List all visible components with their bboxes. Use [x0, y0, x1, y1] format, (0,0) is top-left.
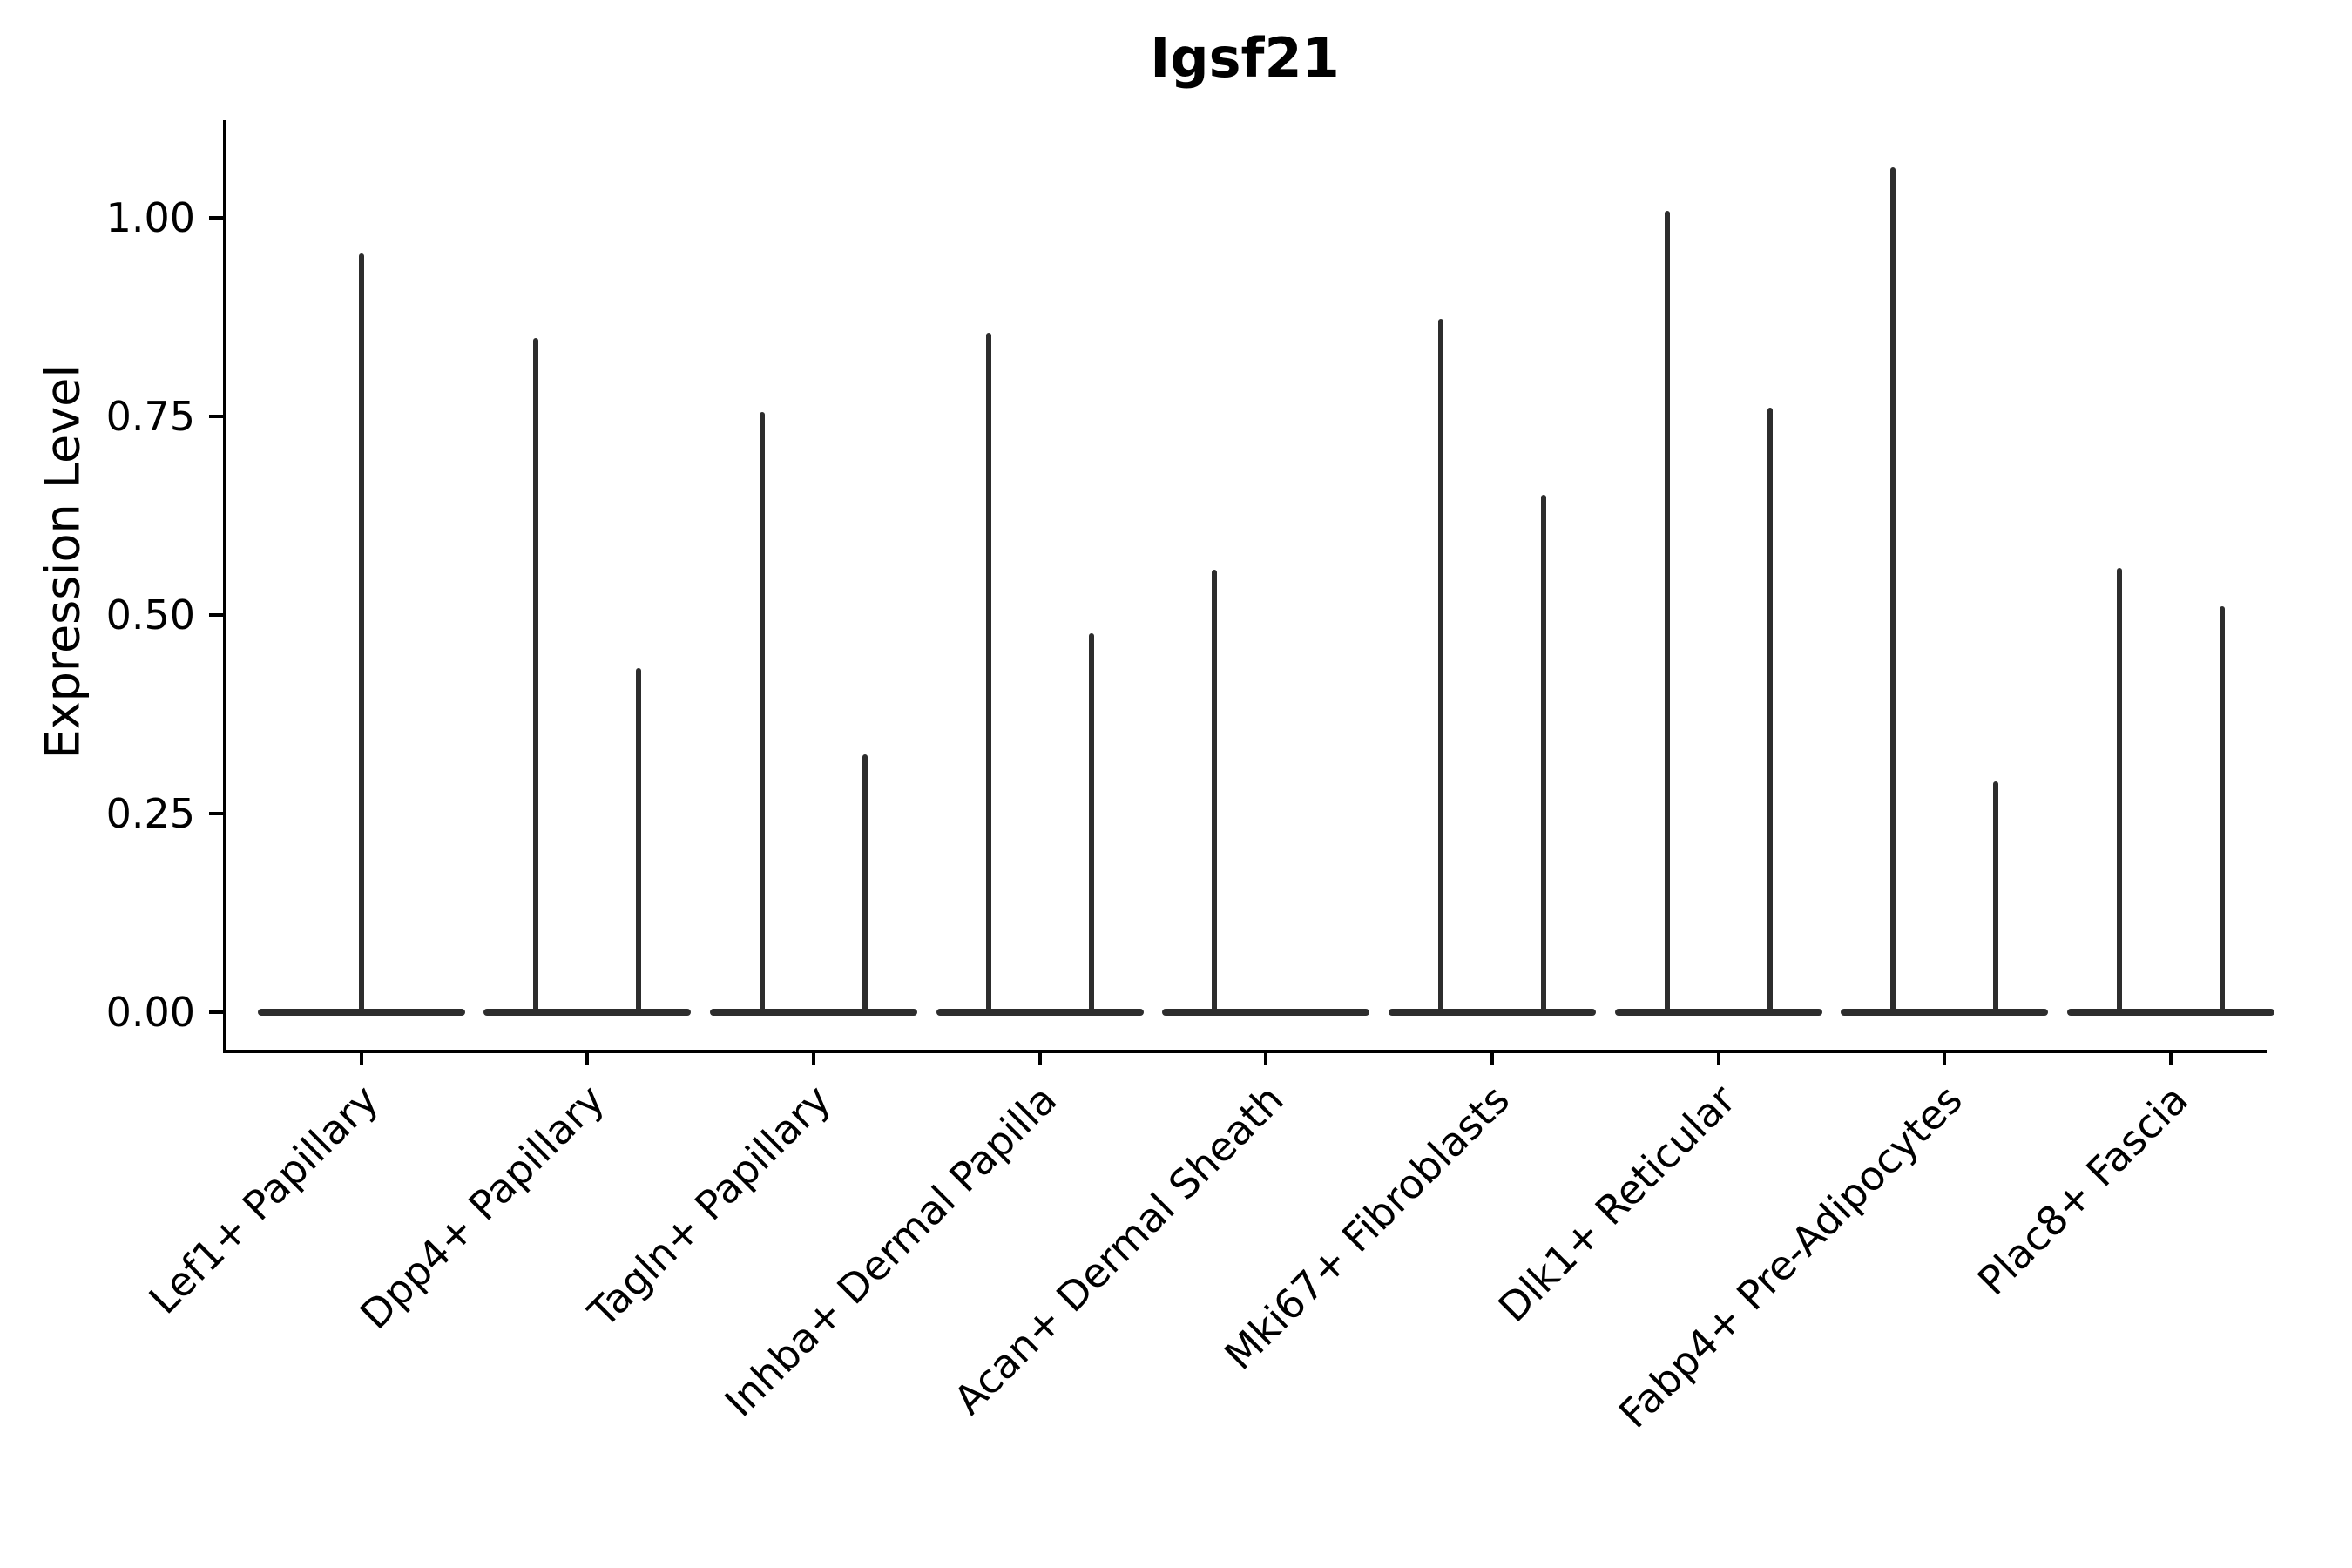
- violin-spike: [2220, 605, 2226, 1014]
- x-tick-mark: [1037, 1051, 1042, 1065]
- y-tick-mark: [209, 613, 223, 617]
- y-tick-label: 0.00: [105, 989, 195, 1036]
- x-tick-mark: [1264, 1051, 1268, 1065]
- x-tick-mark: [811, 1051, 815, 1065]
- violin-spike: [1088, 632, 1094, 1014]
- x-tick-mark: [585, 1051, 590, 1065]
- x-tick-mark: [1490, 1051, 1494, 1065]
- y-tick-label: 0.75: [105, 393, 195, 440]
- violin-spike: [862, 754, 868, 1014]
- y-tick-mark: [209, 216, 223, 220]
- violin-base: [936, 1009, 1144, 1016]
- chart-title: Igsf21: [1150, 26, 1340, 90]
- violin-base: [1162, 1009, 1370, 1016]
- y-tick-label: 0.50: [105, 591, 195, 639]
- x-tick-mark: [1943, 1051, 1947, 1065]
- y-tick-mark: [209, 812, 223, 815]
- x-tick-label: Tagln+ Papillary: [579, 1075, 840, 1336]
- violin-spike: [1890, 166, 1896, 1014]
- violin-spike: [759, 411, 765, 1014]
- violin-spike: [358, 253, 364, 1014]
- violin-base: [2067, 1009, 2275, 1016]
- violin-spike: [1438, 318, 1443, 1014]
- y-tick-label: 1.00: [105, 194, 195, 241]
- violin-spike: [1664, 210, 1670, 1014]
- violin-spike: [1767, 407, 1773, 1014]
- x-axis-spine: [223, 1050, 2267, 1053]
- x-tick-label: Dlk1+ Reticular: [1489, 1075, 1745, 1332]
- violin-base: [709, 1009, 917, 1016]
- x-tick-mark: [359, 1051, 363, 1065]
- violin-spike: [1541, 495, 1546, 1014]
- violin-spike: [2117, 568, 2123, 1014]
- violin-spike: [1212, 570, 1218, 1014]
- x-tick-mark: [2169, 1051, 2173, 1065]
- violin-spike: [985, 333, 991, 1014]
- y-tick-mark: [209, 415, 223, 418]
- y-tick-mark: [209, 1010, 223, 1014]
- y-axis-spine: [223, 120, 226, 1053]
- y-tick-label: 0.25: [105, 790, 195, 837]
- violin-base: [1389, 1009, 1596, 1016]
- violin-base: [1614, 1009, 1822, 1016]
- violin-base: [1841, 1009, 2049, 1016]
- x-tick-label: Dpp4+ Papillary: [351, 1075, 614, 1339]
- violin-spike: [533, 337, 539, 1014]
- x-tick-label: Lef1+ Papillary: [139, 1075, 388, 1323]
- violin-spike: [636, 668, 642, 1014]
- x-tick-mark: [1716, 1051, 1720, 1065]
- violin-spike: [1993, 781, 1999, 1014]
- violin-base: [483, 1009, 692, 1016]
- x-tick-label: Plac8+ Fascia: [1968, 1075, 2198, 1305]
